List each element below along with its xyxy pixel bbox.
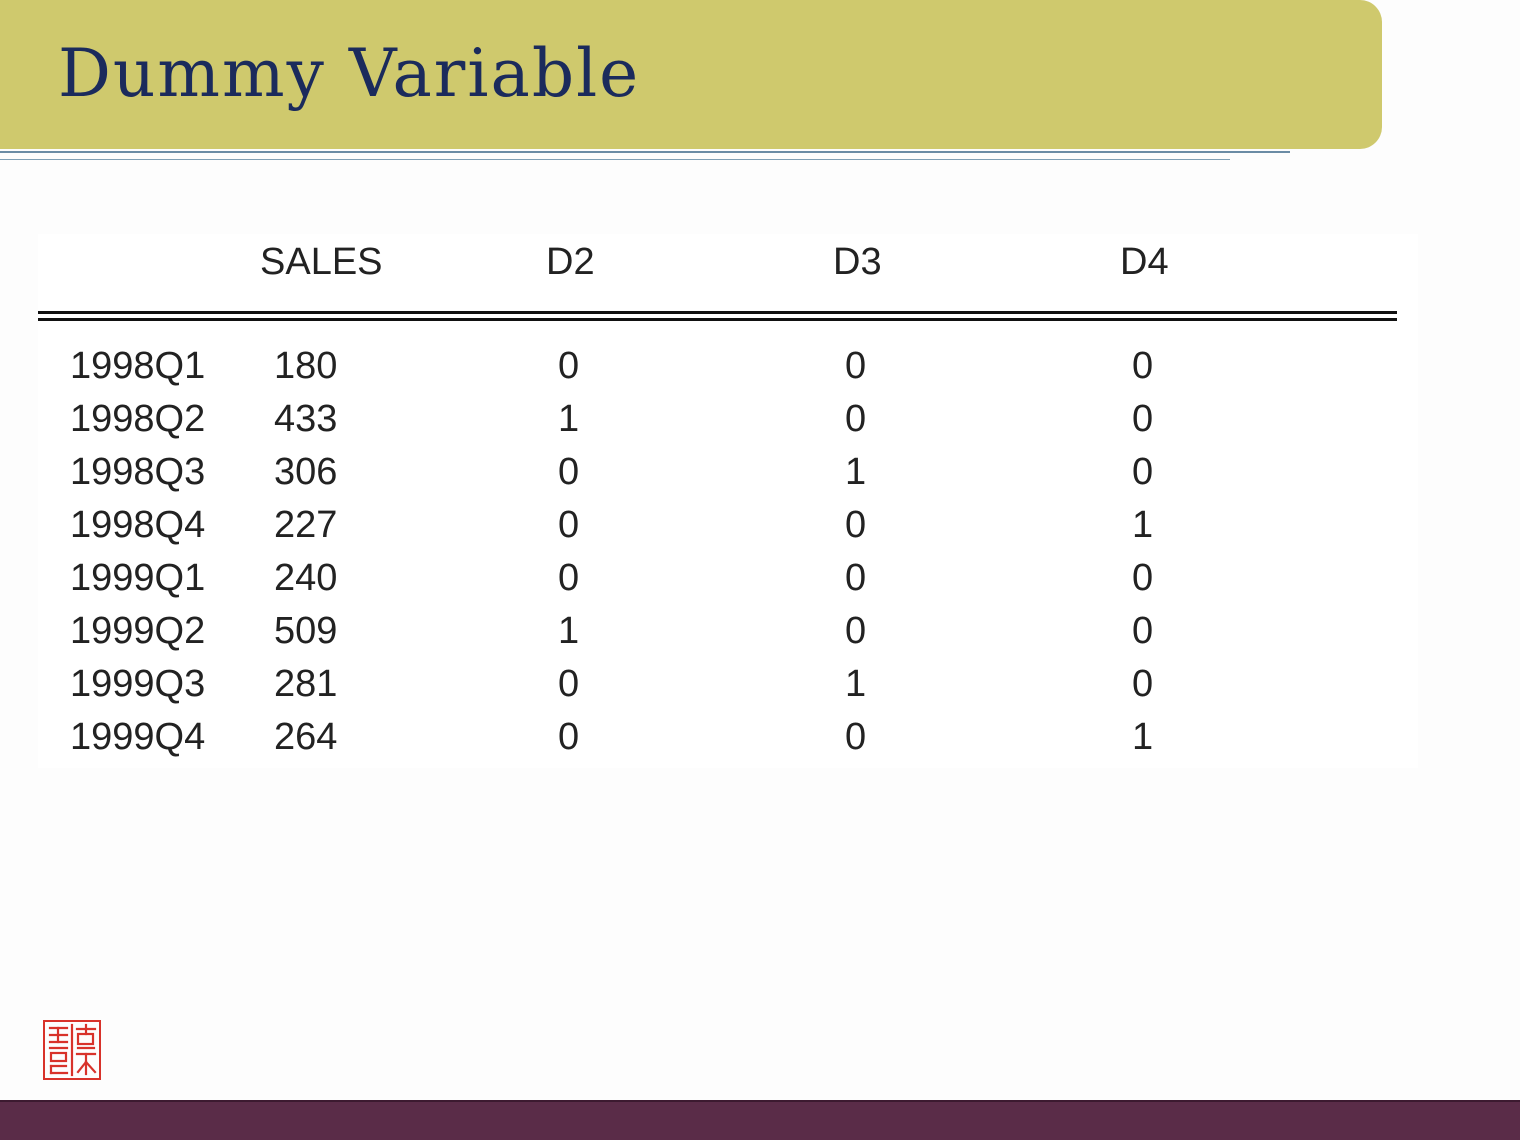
table-cell-period: 1999Q2: [70, 610, 206, 652]
table-cell-period: 1998Q4: [70, 504, 206, 546]
table-cell-period: 1998Q2: [70, 398, 206, 440]
column-header-sales: SALES: [260, 241, 383, 283]
column-header-d3: D3: [833, 241, 882, 283]
table-cell-d3: 0: [845, 716, 867, 758]
table-cell-d2: 0: [558, 663, 580, 705]
table-cell-d4: 0: [1132, 610, 1154, 652]
title-banner: Dummy Variable: [0, 0, 1382, 149]
table-cell-d2: 1: [558, 610, 580, 652]
table-cell-period: 1999Q3: [70, 663, 206, 705]
dummy-variable-table: SALES D2 D3 D4 1998Q1 180 0 0 0 1998Q2 433 1 0 0 1…: [38, 234, 1418, 768]
footer-band: [0, 1100, 1520, 1140]
table-cell-d3: 0: [845, 610, 867, 652]
table-cell-sales: 509: [274, 610, 338, 652]
table-cell-sales: 180: [274, 345, 338, 387]
title-divider-bottom: [0, 159, 1230, 160]
table-cell-d4: 1: [1132, 504, 1154, 546]
table-cell-d3: 0: [845, 557, 867, 599]
seal-glyph-icon: [48, 1023, 97, 1077]
table-cell-sales: 227: [274, 504, 338, 546]
table-cell-d3: 1: [845, 663, 867, 705]
table-cell-sales: 240: [274, 557, 338, 599]
header-rule: [38, 311, 1397, 314]
table-cell-d2: 0: [558, 716, 580, 758]
table-cell-d2: 0: [558, 451, 580, 493]
table-cell-d4: 1: [1132, 716, 1154, 758]
header-rule-double: [38, 318, 1397, 321]
table-cell-sales: 264: [274, 716, 338, 758]
table-cell-period: 1998Q1: [70, 345, 206, 387]
table-cell-d2: 0: [558, 504, 580, 546]
table-cell-sales: 281: [274, 663, 338, 705]
slide-title: Dummy Variable: [58, 35, 641, 112]
table-cell-sales: 433: [274, 398, 338, 440]
column-header-d2: D2: [546, 241, 595, 283]
table-cell-d4: 0: [1132, 451, 1154, 493]
table-cell-period: 1999Q4: [70, 716, 206, 758]
table-cell-period: 1998Q3: [70, 451, 206, 493]
table-cell-d3: 1: [845, 451, 867, 493]
table-cell-d3: 0: [845, 398, 867, 440]
table-cell-d2: 0: [558, 557, 580, 599]
table-cell-d3: 0: [845, 504, 867, 546]
table-cell-d4: 0: [1132, 557, 1154, 599]
table-cell-d4: 0: [1132, 398, 1154, 440]
table-cell-d2: 1: [558, 398, 580, 440]
table-cell-sales: 306: [274, 451, 338, 493]
table-cell-period: 1999Q1: [70, 557, 206, 599]
table-cell-d4: 0: [1132, 345, 1154, 387]
title-divider-top: [0, 151, 1290, 153]
table-cell-d3: 0: [845, 345, 867, 387]
seal-stamp-icon: [43, 1020, 101, 1080]
column-header-d4: D4: [1120, 241, 1169, 283]
table-cell-d4: 0: [1132, 663, 1154, 705]
table-cell-d2: 0: [558, 345, 580, 387]
